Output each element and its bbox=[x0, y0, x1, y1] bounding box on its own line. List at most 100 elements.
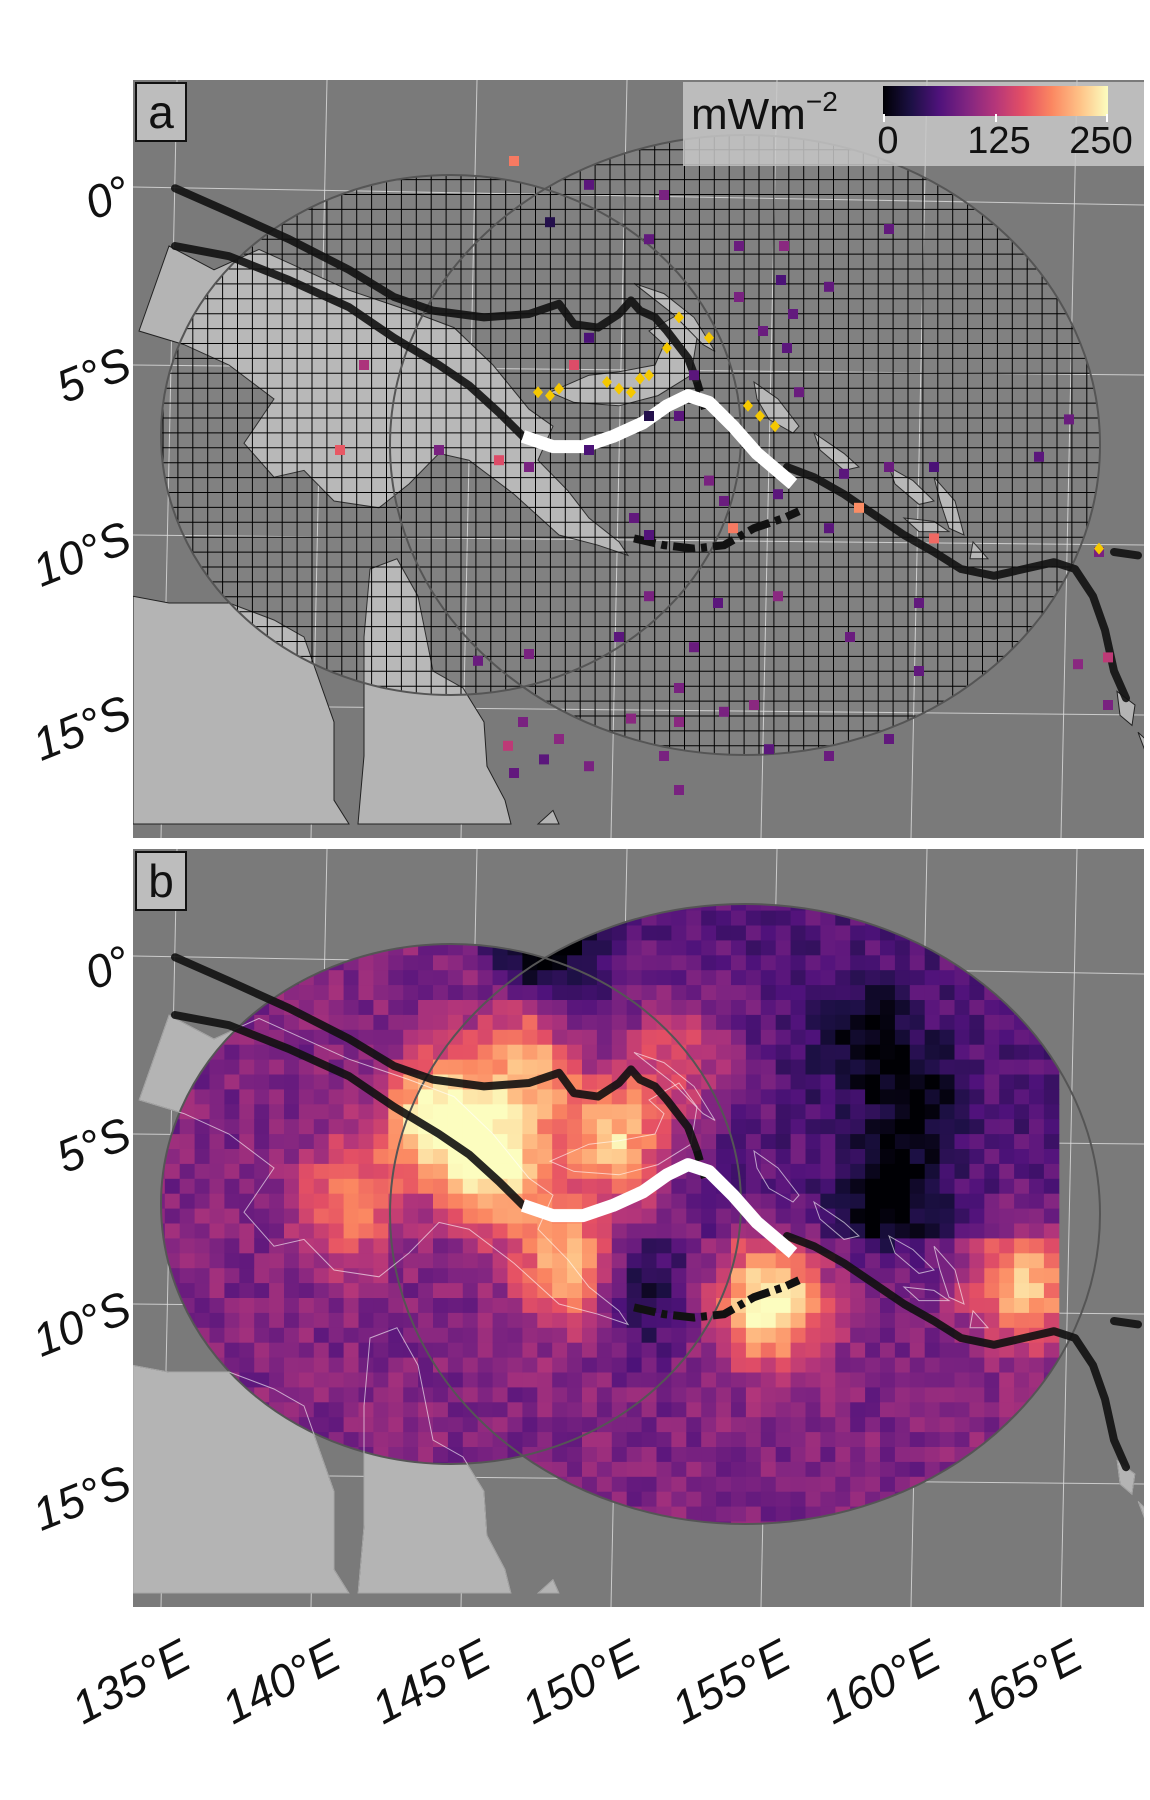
prediction-cell bbox=[865, 1372, 881, 1388]
prediction-cell bbox=[269, 1298, 285, 1314]
prediction-cell bbox=[313, 1089, 330, 1105]
prediction-cell bbox=[924, 1461, 941, 1478]
prediction-cell bbox=[716, 1074, 732, 1090]
prediction-cell bbox=[447, 1298, 464, 1314]
prediction-cell bbox=[596, 985, 613, 1001]
prediction-cell bbox=[418, 1223, 434, 1239]
prediction-cell bbox=[731, 1014, 747, 1031]
prediction-cell bbox=[161, 1178, 166, 1195]
prediction-cell bbox=[567, 1402, 583, 1418]
prediction-cell bbox=[507, 1283, 523, 1299]
prediction-cell bbox=[745, 1402, 762, 1418]
prediction-cell bbox=[596, 1357, 613, 1373]
prediction-cell bbox=[462, 1208, 479, 1224]
prediction-cell bbox=[611, 1342, 628, 1359]
prediction-cell bbox=[492, 1000, 508, 1016]
colorbar-label-125: 125 bbox=[967, 120, 1031, 162]
prediction-cell bbox=[820, 1149, 836, 1165]
prediction-cell bbox=[284, 1193, 300, 1210]
volcano-marker bbox=[644, 369, 654, 382]
prediction-cell bbox=[209, 1298, 225, 1314]
prediction-cell bbox=[611, 940, 628, 956]
prediction-cell bbox=[418, 1298, 434, 1314]
prediction-cell bbox=[880, 1342, 896, 1359]
prediction-cell bbox=[1029, 1104, 1045, 1120]
prediction-cell bbox=[671, 1283, 687, 1299]
prediction-cell bbox=[1014, 1029, 1030, 1046]
prediction-cell bbox=[984, 1357, 1000, 1373]
prediction-cell bbox=[358, 1014, 374, 1031]
prediction-cell bbox=[522, 1312, 538, 1329]
prediction-cell bbox=[745, 1312, 762, 1329]
prediction-cell bbox=[865, 1312, 881, 1329]
prediction-cell bbox=[194, 1253, 210, 1269]
prediction-cell bbox=[403, 1283, 419, 1299]
prediction-cell bbox=[1029, 1268, 1045, 1284]
prediction-cell bbox=[775, 1119, 792, 1135]
prediction-cell bbox=[596, 1432, 613, 1448]
prediction-cell bbox=[582, 1461, 598, 1478]
prediction-cell bbox=[671, 955, 687, 971]
prediction-cell bbox=[805, 1059, 821, 1075]
prediction-cell bbox=[611, 1327, 628, 1344]
prediction-cell bbox=[179, 1134, 196, 1150]
prediction-cell bbox=[1014, 1134, 1030, 1150]
prediction-cell bbox=[880, 1357, 896, 1373]
prediction-cell bbox=[403, 1044, 419, 1061]
lon-label-165: 165°E bbox=[955, 1628, 1091, 1734]
prediction-cell bbox=[775, 985, 792, 1001]
prediction-cell bbox=[343, 1342, 359, 1359]
prediction-cell bbox=[716, 925, 732, 941]
prediction-cell bbox=[1043, 1074, 1060, 1090]
prediction-cell bbox=[1014, 1387, 1030, 1403]
prediction-cell bbox=[596, 1298, 613, 1314]
prediction-cell bbox=[775, 1372, 792, 1388]
prediction-cell bbox=[984, 1283, 1000, 1299]
prediction-cell bbox=[418, 1357, 434, 1373]
prediction-cell bbox=[984, 1149, 1000, 1165]
prediction-cell bbox=[254, 1193, 270, 1210]
prediction-cell bbox=[239, 1059, 255, 1075]
prediction-cell bbox=[596, 1238, 613, 1254]
prediction-cell bbox=[596, 1163, 613, 1180]
prediction-cell bbox=[358, 985, 374, 1001]
prediction-cell bbox=[805, 1298, 821, 1314]
prediction-cell bbox=[865, 1461, 881, 1478]
lon-label-150: 150°E bbox=[513, 1628, 649, 1734]
prediction-cell bbox=[924, 1104, 941, 1120]
prediction-cell bbox=[492, 1029, 508, 1046]
prediction-cell bbox=[611, 1283, 628, 1299]
prediction-cell bbox=[805, 1432, 821, 1448]
heat-flow-observation bbox=[659, 751, 669, 761]
prediction-cell bbox=[641, 1223, 657, 1239]
prediction-cell bbox=[552, 1089, 568, 1105]
prediction-cell bbox=[388, 1342, 404, 1359]
prediction-cell bbox=[999, 1149, 1015, 1165]
prediction-cell bbox=[507, 1432, 523, 1448]
prediction-cell bbox=[477, 1044, 494, 1061]
prediction-cell bbox=[820, 1178, 836, 1195]
prediction-cell bbox=[865, 1432, 881, 1448]
prediction-cell bbox=[209, 1208, 225, 1224]
prediction-cell bbox=[552, 1417, 568, 1433]
prediction-cell bbox=[775, 1327, 792, 1344]
prediction-cell bbox=[731, 925, 747, 941]
prediction-cell bbox=[686, 1193, 702, 1210]
prediction-cell bbox=[1029, 1372, 1045, 1388]
prediction-cell bbox=[969, 1402, 985, 1418]
prediction-cell bbox=[760, 910, 777, 926]
prediction-cell bbox=[954, 1029, 970, 1046]
prediction-cell bbox=[850, 1178, 866, 1195]
prediction-cell bbox=[686, 1491, 702, 1508]
prediction-cell bbox=[656, 1253, 672, 1269]
prediction-cell bbox=[611, 1476, 628, 1493]
prediction-cell bbox=[343, 1119, 359, 1135]
prediction-cell bbox=[507, 1342, 523, 1359]
prediction-cell bbox=[522, 1134, 538, 1150]
prediction-cell bbox=[850, 1476, 866, 1493]
prediction-cell bbox=[596, 1283, 613, 1299]
prediction-cell bbox=[567, 985, 583, 1001]
prediction-cell bbox=[596, 1461, 613, 1478]
prediction-cell bbox=[582, 940, 598, 956]
prediction-cell bbox=[298, 1402, 315, 1418]
